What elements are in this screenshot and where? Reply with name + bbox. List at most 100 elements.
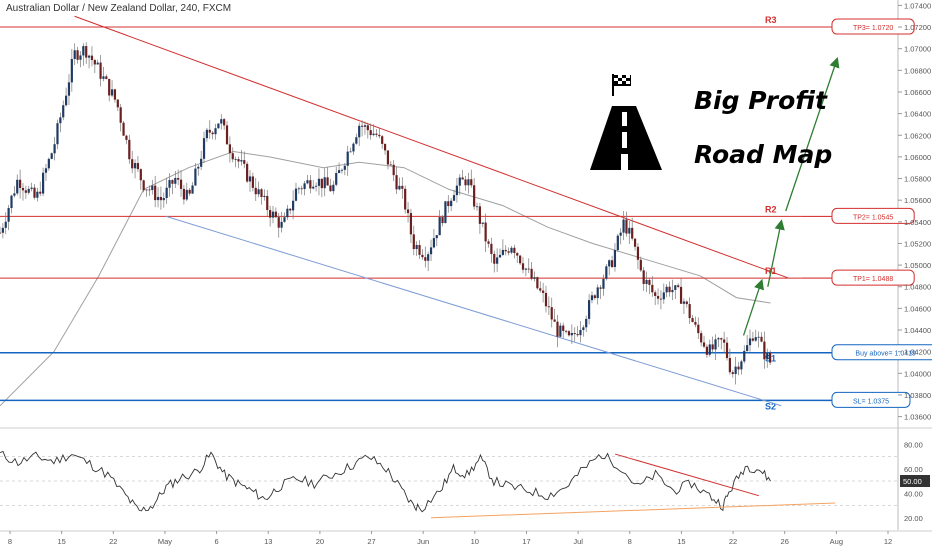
candle-body [257,189,260,195]
candle-body [179,179,183,189]
candle-body [243,160,246,164]
candle-body [234,159,237,160]
candle-body [292,200,295,211]
candle-body [728,358,731,373]
candle-body [251,176,254,188]
trendlines-layer [74,15,789,407]
candle-body [7,208,10,222]
candle-body [723,339,726,343]
candle-body [651,284,654,293]
time-tick-label: 22 [729,537,737,546]
candle-body [631,227,634,239]
candle-body [355,137,358,144]
candle-body [39,191,42,194]
level-label-text: Buy above= 1.0419 [855,351,916,358]
candle-body [274,211,277,218]
candle-body [599,287,602,289]
trendline-upper-channel [74,15,789,279]
candle-body [168,180,171,188]
candle-body [269,210,272,218]
candle-body [16,179,19,194]
candle-body [171,180,174,184]
candle-body [642,270,645,284]
candle-body [628,227,631,234]
candle-body [763,341,766,360]
price-tick-label: 1.06400 [904,110,931,119]
price-tick-label: 1.05600 [904,196,931,205]
candle-body [191,185,194,194]
candle-body [619,232,622,236]
target-arrow-1 [742,278,764,336]
candle-body [685,301,688,305]
candle-body [743,350,746,362]
candle-body [208,129,211,133]
rsi-line [0,450,771,513]
candle-body [87,55,91,58]
candle-body [553,319,556,322]
price-tick-label: 1.06000 [904,153,931,162]
candle-body [197,166,200,169]
candle-body [562,325,565,331]
candle-body [682,301,686,304]
moving-average-line [0,150,771,407]
trendline-lower-channel [165,215,782,407]
candle-body [159,196,163,201]
candle-body [177,177,180,180]
candle-body [409,213,413,235]
candle-body [711,344,714,350]
candle-body [30,187,33,189]
candle-body [280,221,283,228]
candle-body [461,177,464,180]
candle-body [429,247,433,255]
candle-body [246,163,249,182]
price-tick-label: 1.03600 [904,413,931,422]
candle-body [547,306,550,308]
candle-body [734,366,737,375]
candle-body [133,163,137,169]
candle-body [36,191,39,198]
candle-body [677,285,680,287]
candle-body [464,179,467,186]
candle-body [67,82,71,96]
candle-body [524,268,527,270]
candle-body [421,254,424,258]
candle-body [329,185,332,192]
candle-body [148,189,151,191]
candle-body [406,209,410,214]
time-tick-label: 13 [264,537,272,546]
candle-body [412,234,415,250]
candle-body [110,89,114,96]
candle-body [639,259,642,271]
candle-body [349,151,352,153]
candle-body [64,95,68,106]
candle-body [570,333,573,336]
candle-body [254,187,257,195]
candle-body [50,153,53,159]
target-arrow-3 [785,57,840,212]
candle-body [73,50,76,60]
candle-body [119,107,122,123]
candle-body [769,352,772,363]
price-tick-label: 1.07400 [904,1,931,10]
candle-body [19,179,22,188]
price-tick-label: 1.06600 [904,88,931,97]
candle-body [731,372,734,375]
candle-body [381,136,384,144]
candle-body [44,168,48,173]
price-tick-label: 1.04600 [904,304,931,313]
candle-body [248,176,252,182]
road-icon [590,74,662,170]
candle-body [530,268,533,279]
time-tick-label: 17 [522,537,530,546]
price-tick-label: 1.05400 [904,218,931,227]
price-tick-label: 1.07000 [904,45,931,54]
candle-body [504,249,507,252]
candle-body [386,150,390,165]
candle-body [366,125,369,131]
candle-body [579,329,582,336]
level-label-text: TP3= 1.0720 [853,25,893,32]
level-label-box [831,344,932,361]
